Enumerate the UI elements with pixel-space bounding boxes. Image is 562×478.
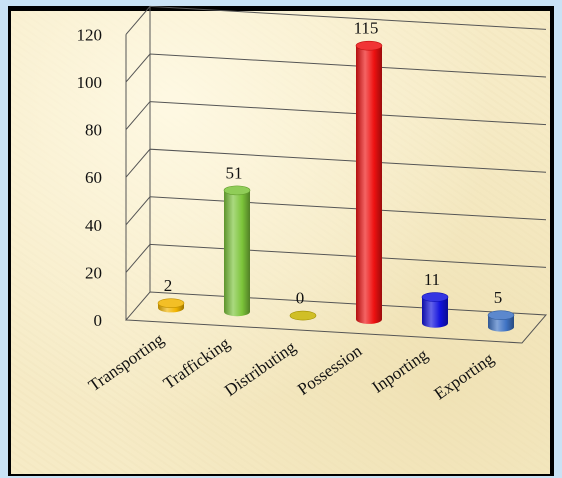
- bar-body: [356, 45, 382, 324]
- data-label: 51: [226, 163, 243, 182]
- chart-area: [11, 11, 550, 474]
- bar-trafficking: [223, 185, 251, 317]
- x-category-label: Possession: [294, 341, 366, 399]
- x-category-label: Exporting: [431, 349, 498, 404]
- x-category-label: Inporting: [369, 345, 432, 397]
- bar-inporting: [421, 292, 449, 328]
- bar-top: [289, 310, 317, 321]
- gridline: [125, 148, 547, 178]
- gridline: [125, 101, 547, 130]
- bar-body: [422, 297, 448, 328]
- y-axis-tick-labels: 0 20 40 60 80 100 120: [77, 25, 103, 330]
- bar-top: [223, 185, 251, 196]
- gridline: [125, 53, 547, 83]
- data-label: 2: [164, 276, 173, 295]
- bar-transporting: [157, 298, 185, 313]
- bar-possession: [355, 40, 383, 324]
- bar-top: [157, 298, 185, 308]
- data-label: 11: [424, 270, 440, 289]
- bars: [157, 40, 515, 332]
- gridline: [125, 5, 547, 35]
- gridline: [125, 243, 547, 273]
- bar-exporting: [487, 310, 515, 332]
- data-label: 5: [494, 288, 503, 307]
- gridlines: [125, 5, 547, 273]
- category-labels: TransportingTraffickingDistributingPosse…: [85, 329, 498, 403]
- y-tick-label: 100: [77, 73, 103, 92]
- gridline: [125, 196, 547, 226]
- data-label: 115: [354, 19, 379, 38]
- y-tick-label: 0: [94, 311, 103, 330]
- bar-top: [355, 40, 383, 51]
- y-tick-label: 120: [77, 25, 103, 44]
- axes: [124, 6, 548, 344]
- y-tick-label: 40: [85, 216, 102, 235]
- y-tick-label: 80: [85, 121, 102, 140]
- data-label: 0: [296, 289, 305, 308]
- bar-top: [421, 292, 449, 302]
- y-tick-label: 20: [85, 263, 102, 282]
- x-category-label: Transporting: [85, 329, 168, 395]
- bar-body: [224, 190, 250, 317]
- y-tick-label: 60: [85, 168, 102, 187]
- x-category-label: Distributing: [221, 337, 300, 400]
- floor-plane: [124, 291, 548, 344]
- bar-distributing: [289, 310, 317, 321]
- bar-top: [487, 310, 515, 320]
